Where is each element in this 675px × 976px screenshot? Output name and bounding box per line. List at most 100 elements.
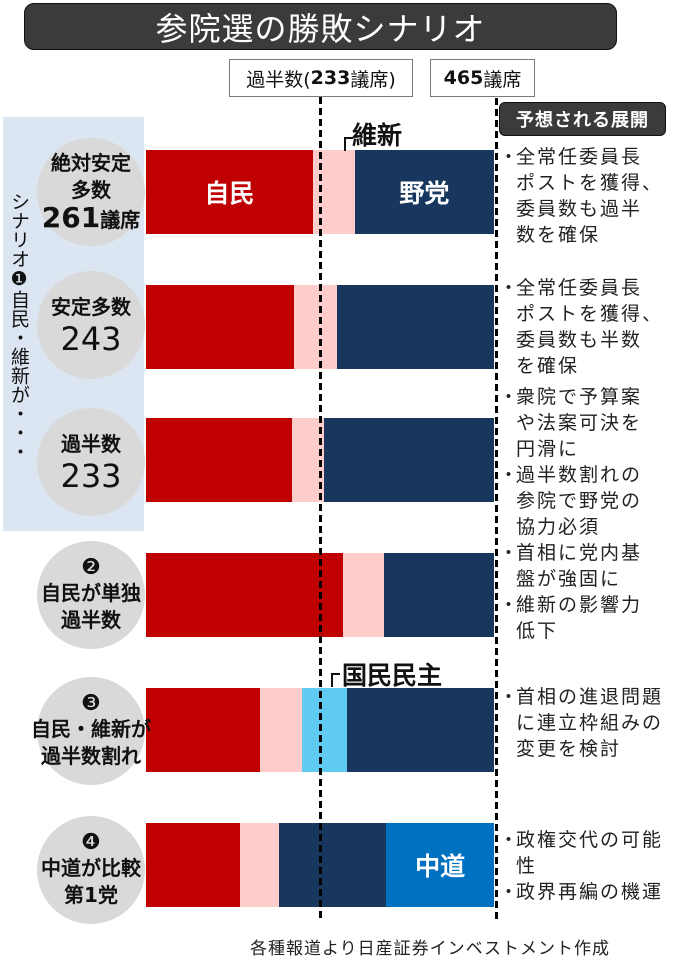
segment-ishin	[291, 418, 325, 502]
scenario-circle	[37, 271, 145, 379]
seat-bar-row-2	[146, 285, 494, 369]
segment-chudo: 中道	[386, 823, 494, 907]
majority-number: 233	[310, 67, 351, 89]
notes-header: 予想される展開	[499, 102, 666, 136]
segment-ishin	[342, 553, 384, 637]
scenario-circle	[37, 138, 145, 246]
note-text: 過半数割れの 参院で野党の 協力必須	[516, 464, 643, 538]
circle-line: 安定多数	[51, 294, 131, 319]
bullet-icon: ・	[499, 829, 519, 851]
notes-row-4: ・首相に党内基 盤が強固に ・維新の影響力 低下	[499, 540, 675, 644]
note-bullet-item: ・維新の影響力 低下	[499, 592, 675, 644]
segment-opposition	[346, 688, 494, 772]
seat-number: 233	[60, 456, 122, 495]
segment-ldp	[146, 553, 343, 637]
notes-row-2: ・全常任委員長 ポストを獲得、 委員数も半数 を確保	[499, 275, 675, 379]
scenario-circle-label: 絶対安定 多数 261議席	[37, 138, 145, 246]
segment-ldp: 自民	[146, 150, 313, 234]
segment-opposition	[324, 418, 494, 502]
circle-line: 過半数	[61, 431, 121, 456]
circle-line: 中道が比較	[41, 856, 141, 880]
note-bullet-item: ・全常任委員長 ポストを獲得、 委員数も半数 を確保	[499, 275, 675, 379]
note-text: 政権交代の可能 性	[516, 829, 664, 877]
circle-line: 絶対安定	[51, 151, 131, 175]
circle-line: 過半数割れ	[41, 744, 141, 768]
segment-label: 中道	[415, 852, 466, 881]
scenario1-vertical-label: シナリオ❶自民・維新が・・・	[8, 192, 30, 461]
seat-suffix: 議席	[100, 208, 141, 232]
circle-line: 自民・維新が	[31, 717, 151, 741]
note-bullet-item: ・過半数割れの 参院で野党の 協力必須	[499, 462, 675, 540]
segment-ldp	[146, 285, 295, 369]
segment-ishin	[240, 823, 280, 907]
scenario-circle-label: ❷ 自民が単独 過半数	[37, 541, 145, 649]
bullet-icon: ・	[499, 881, 519, 903]
segment-ishin	[259, 688, 303, 772]
segment-dpfp	[302, 688, 347, 772]
majority-dashed-line	[319, 97, 322, 922]
seat-bar-row-4	[146, 553, 494, 637]
notes-row-1: ・全常任委員長 ポストを獲得、 委員数も過半 数を確保	[499, 144, 675, 248]
note-bullet-item: ・衆院で予算案 や法案可決を 円滑に	[499, 384, 675, 462]
note-bullet-item: ・首相の進退問題 に連立枠組みの 変更を検討	[499, 684, 675, 762]
scenario-circle	[37, 541, 145, 649]
ishin-bracket-icon	[344, 137, 353, 151]
seat-bar-row-6: 中道	[146, 823, 494, 907]
note-text: 維新の影響力 低下	[516, 594, 643, 642]
seat-bar-row-3	[146, 418, 494, 502]
segment-opposition	[336, 285, 494, 369]
note-text: 全常任委員長 ポストを獲得、 委員数も過半 数を確保	[516, 146, 664, 246]
segment-ldp	[146, 418, 292, 502]
segment-ldp	[146, 823, 241, 907]
scenario-circle	[37, 816, 145, 924]
bullet-icon: ・	[499, 594, 519, 616]
notes-row-5: ・首相の進退問題 に連立枠組みの 変更を検討	[499, 684, 675, 762]
circle-line: 多数	[71, 178, 111, 202]
scenario-circle	[37, 408, 145, 516]
segment-label: 野党	[399, 179, 450, 208]
total-dashed-line	[495, 98, 498, 923]
circle-line: 過半数	[61, 608, 121, 632]
segment-ishin	[294, 285, 337, 369]
note-bullet-item: ・政界再編の機運	[499, 879, 675, 905]
note-text: 首相の進退問題 に連立枠組みの 変更を検討	[516, 686, 664, 760]
scenario-circle	[37, 677, 145, 785]
segment-opposition: 野党	[354, 150, 494, 234]
bullet-icon: ・	[499, 464, 519, 486]
majority-prefix: 過半数(	[246, 68, 311, 91]
segment-label: 自民	[204, 179, 255, 208]
total-number: 465	[443, 67, 484, 89]
circle-line: 第1党	[64, 883, 118, 907]
circle-seat-count: 261議席	[42, 204, 140, 234]
seat-number: 261	[41, 201, 101, 234]
total-suffix: 議席	[483, 68, 522, 91]
majority-suffix: 議席)	[350, 68, 396, 91]
dpfp-bracket-icon	[331, 673, 340, 687]
note-bullet-item: ・全常任委員長 ポストを獲得、 委員数も過半 数を確保	[499, 144, 675, 248]
bullet-icon: ・	[499, 277, 519, 299]
note-bullet-item: ・首相に党内基 盤が強固に	[499, 540, 675, 592]
scenario-circle-label: ❸ 自民・維新が 過半数割れ	[31, 677, 151, 785]
scenario-circle-label: ❹ 中道が比較 第1党	[37, 816, 145, 924]
scenario-circle-label: 過半数 233	[37, 408, 145, 516]
scenario-number-badge: ❹	[81, 830, 101, 855]
seat-bar-row-5	[146, 688, 494, 772]
chart-title: 参院選の勝敗シナリオ	[24, 3, 617, 50]
circle-line: 自民が単独	[41, 581, 141, 605]
bullet-icon: ・	[499, 686, 519, 708]
note-text: 全常任委員長 ポストを獲得、 委員数も半数 を確保	[516, 277, 664, 377]
scenario-number-badge: ❷	[81, 555, 101, 580]
note-text: 首相に党内基 盤が強固に	[516, 542, 643, 590]
notes-row-6: ・政権交代の可能 性 ・政界再編の機運	[499, 827, 675, 905]
scenario-number-badge: ❸	[81, 691, 101, 716]
note-text: 政界再編の機運	[516, 881, 664, 903]
note-text: 衆院で予算案 や法案可決を 円滑に	[516, 386, 643, 460]
segment-opposition	[279, 823, 387, 907]
majority-reference-box: 過半数(233 議席)	[229, 59, 413, 97]
total-seats-reference-box: 465 議席	[430, 59, 535, 97]
note-bullet-item: ・政権交代の可能 性	[499, 827, 675, 879]
seat-number: 243	[60, 319, 122, 358]
dpfp-callout: 国民民主	[342, 661, 443, 690]
segment-ldp	[146, 688, 260, 772]
bullet-icon: ・	[499, 386, 519, 408]
